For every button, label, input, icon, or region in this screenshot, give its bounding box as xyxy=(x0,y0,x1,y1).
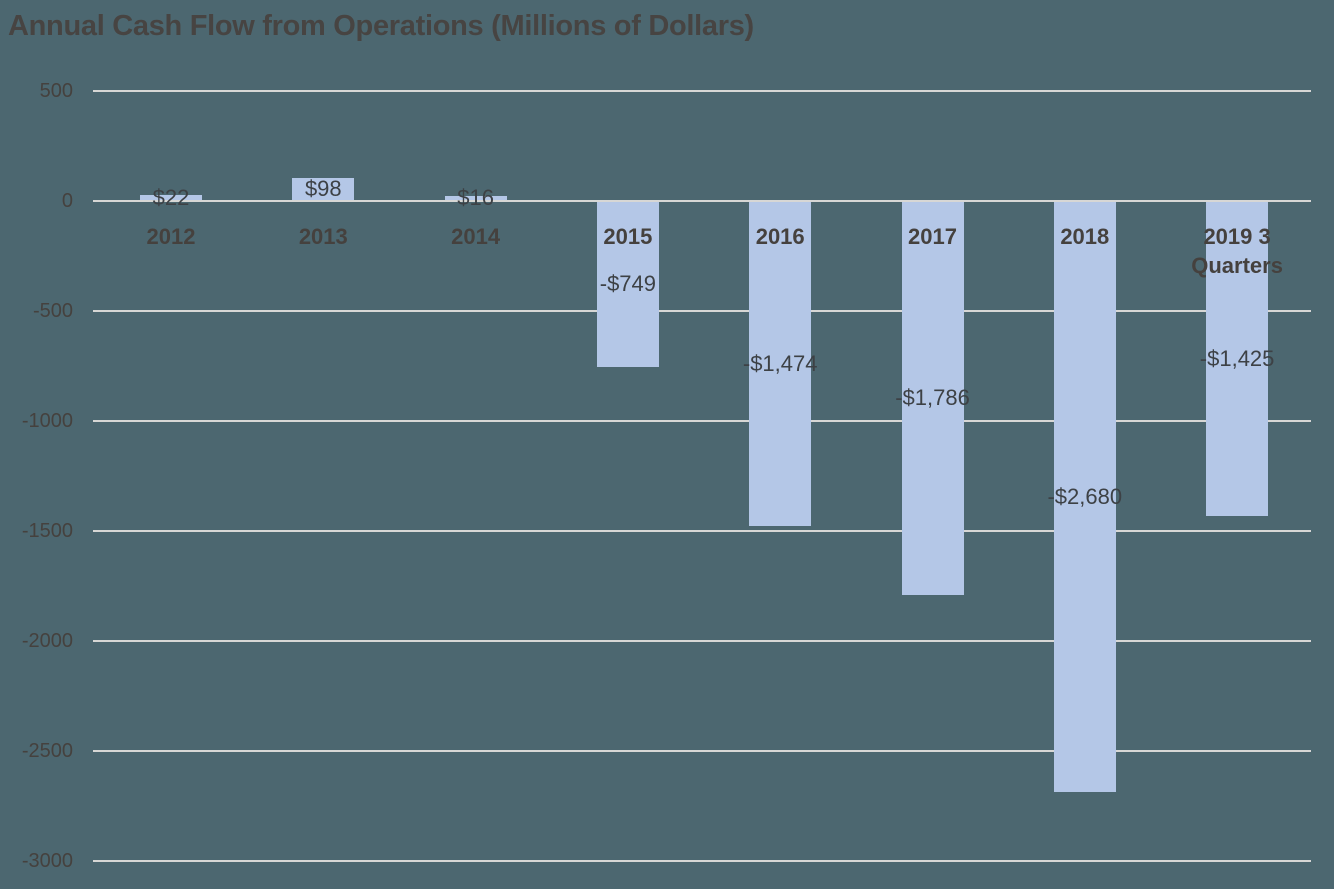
bar xyxy=(1053,202,1116,792)
gridline xyxy=(93,860,1311,862)
y-axis-tick-label: 500 xyxy=(39,80,73,102)
bar-data-label: -$1,425 xyxy=(1199,345,1275,371)
y-axis-tick-label: -2000 xyxy=(21,630,73,652)
bar-category-label: 2019 3 Quarters xyxy=(1191,224,1283,278)
gridline xyxy=(93,420,1311,422)
bar-data-label: -$1,474 xyxy=(742,351,818,377)
y-axis-tick-label: -500 xyxy=(32,300,73,322)
bar-data-label: -$749 xyxy=(599,271,657,297)
bar-category-label: 2017 xyxy=(908,224,957,249)
bar-data-label: $16 xyxy=(457,185,494,211)
gridline xyxy=(93,90,1311,92)
bar-category-label: 2018 xyxy=(1060,224,1110,249)
gridline xyxy=(93,640,1311,642)
y-axis-tick-label: -1000 xyxy=(21,410,73,432)
gridline xyxy=(93,530,1311,532)
gridline xyxy=(93,310,1311,312)
gridline xyxy=(93,750,1311,752)
bar xyxy=(1206,202,1269,516)
bar-data-label: -$1,786 xyxy=(895,385,970,411)
bar-category-label: 2012 xyxy=(146,224,196,249)
bar-category-label: 2013 xyxy=(298,224,348,249)
bar xyxy=(749,202,812,527)
bar xyxy=(596,202,659,367)
y-axis-tick-label: -2500 xyxy=(21,740,73,762)
y-axis-tick-label: 0 xyxy=(61,190,73,212)
bar-category-label: 2014 xyxy=(451,224,501,249)
bar xyxy=(140,195,202,200)
bar-data-label: $98 xyxy=(304,176,342,202)
bar xyxy=(292,178,355,200)
bar xyxy=(444,196,507,200)
gridline xyxy=(93,200,1311,202)
bar-category-label: 2015 xyxy=(603,224,653,249)
bar xyxy=(901,202,964,595)
bar-data-label: -$2,680 xyxy=(1047,483,1123,509)
chart-title: Annual Cash Flow from Operations (Millio… xyxy=(8,10,754,42)
y-axis-tick-label: -3000 xyxy=(21,850,73,872)
bar-data-label: $22 xyxy=(152,184,190,210)
bar-category-label: 2016 xyxy=(755,224,805,249)
y-axis-tick-label: -1500 xyxy=(21,520,73,542)
